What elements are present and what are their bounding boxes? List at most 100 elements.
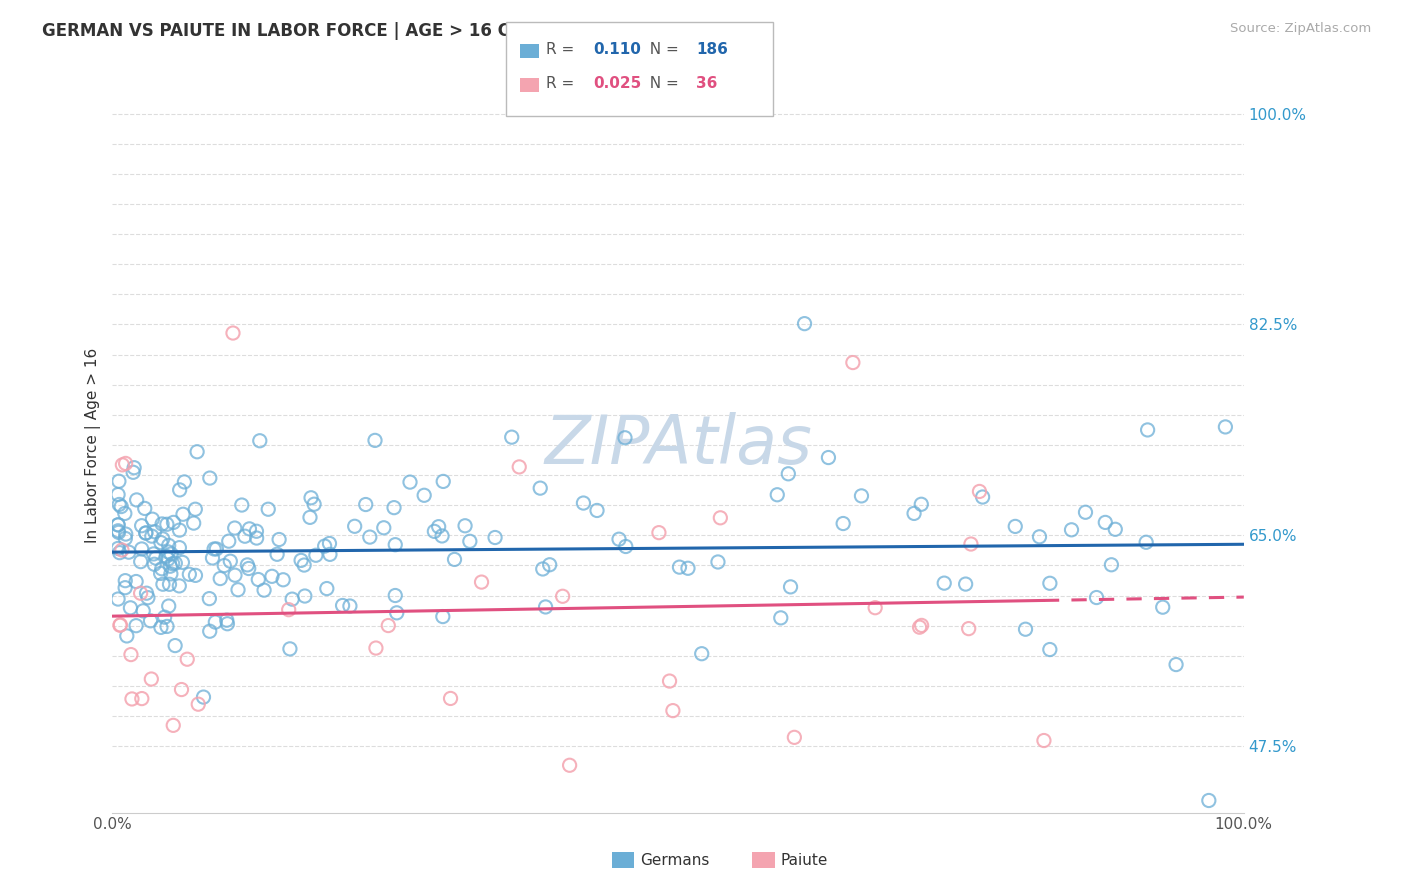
Point — [205, 541, 228, 556]
Point — [184, 502, 207, 516]
Point — [278, 641, 301, 656]
Point — [114, 574, 136, 588]
Point — [187, 697, 209, 711]
Point — [957, 622, 980, 636]
Point — [1028, 530, 1050, 544]
Point — [359, 530, 381, 544]
Point — [793, 317, 815, 331]
Point — [260, 569, 283, 583]
Point — [955, 577, 977, 591]
Text: R =: R = — [546, 76, 579, 91]
Point — [122, 465, 145, 479]
Point — [172, 508, 194, 522]
Point — [114, 507, 136, 521]
Point — [118, 545, 141, 559]
Point — [1135, 535, 1157, 549]
Point — [648, 525, 671, 540]
Point — [332, 599, 354, 613]
Point — [531, 562, 554, 576]
Point — [960, 537, 983, 551]
Point — [162, 718, 184, 732]
Point — [198, 591, 221, 606]
Point — [668, 560, 690, 574]
Point — [108, 498, 131, 512]
Point — [165, 556, 187, 570]
Point — [186, 444, 208, 458]
Point — [1039, 576, 1062, 591]
Point — [125, 618, 148, 632]
Point — [1074, 505, 1097, 519]
Point — [141, 529, 163, 543]
Point — [233, 529, 256, 543]
Point — [658, 674, 681, 689]
Point — [159, 577, 181, 591]
Point — [131, 541, 153, 556]
Text: ZIPAtlas: ZIPAtlas — [544, 412, 813, 478]
Point — [292, 558, 315, 572]
Point — [157, 545, 180, 559]
Point — [385, 606, 408, 620]
Point — [202, 541, 225, 556]
Point — [131, 691, 153, 706]
Point — [430, 529, 453, 543]
Point — [129, 586, 152, 600]
Point — [934, 576, 956, 591]
Point — [153, 610, 176, 624]
Point — [114, 532, 136, 546]
Point — [423, 524, 446, 539]
Point — [245, 524, 267, 539]
Point — [302, 497, 325, 511]
Point — [162, 516, 184, 530]
Point — [373, 521, 395, 535]
Point — [443, 552, 465, 566]
Point — [458, 534, 481, 549]
Point — [413, 488, 436, 502]
Point — [179, 567, 201, 582]
Text: 0.110: 0.110 — [593, 42, 641, 57]
Point — [143, 558, 166, 572]
Point — [120, 648, 142, 662]
Point — [1164, 657, 1187, 672]
Point — [778, 467, 800, 481]
Point — [209, 572, 232, 586]
Point — [141, 512, 163, 526]
Point — [676, 561, 699, 575]
Point — [298, 510, 321, 524]
Point — [115, 629, 138, 643]
Point — [152, 577, 174, 591]
Point — [125, 574, 148, 589]
Point — [150, 516, 173, 531]
Point — [903, 507, 925, 521]
Point — [439, 691, 461, 706]
Point — [108, 546, 131, 560]
Point — [107, 517, 129, 532]
Point — [707, 555, 730, 569]
Point — [1104, 522, 1126, 536]
Point — [1014, 622, 1036, 636]
Point — [159, 559, 181, 574]
Point — [257, 502, 280, 516]
Point — [299, 491, 322, 505]
Point — [149, 535, 172, 549]
Point — [281, 592, 304, 607]
Point — [193, 690, 215, 704]
Point — [1152, 600, 1174, 615]
Point — [107, 517, 129, 532]
Point — [908, 620, 931, 634]
Point — [910, 618, 932, 632]
Point — [107, 541, 129, 556]
Point — [107, 592, 129, 607]
Point — [783, 731, 806, 745]
Point — [198, 471, 221, 485]
Point — [1198, 793, 1220, 807]
Point — [218, 534, 240, 549]
Point — [1004, 519, 1026, 533]
Point — [204, 615, 226, 629]
Point — [384, 589, 406, 603]
Point — [766, 488, 789, 502]
Point — [863, 600, 886, 615]
Point — [129, 555, 152, 569]
Point — [135, 525, 157, 540]
Point — [851, 489, 873, 503]
Point — [157, 552, 180, 566]
